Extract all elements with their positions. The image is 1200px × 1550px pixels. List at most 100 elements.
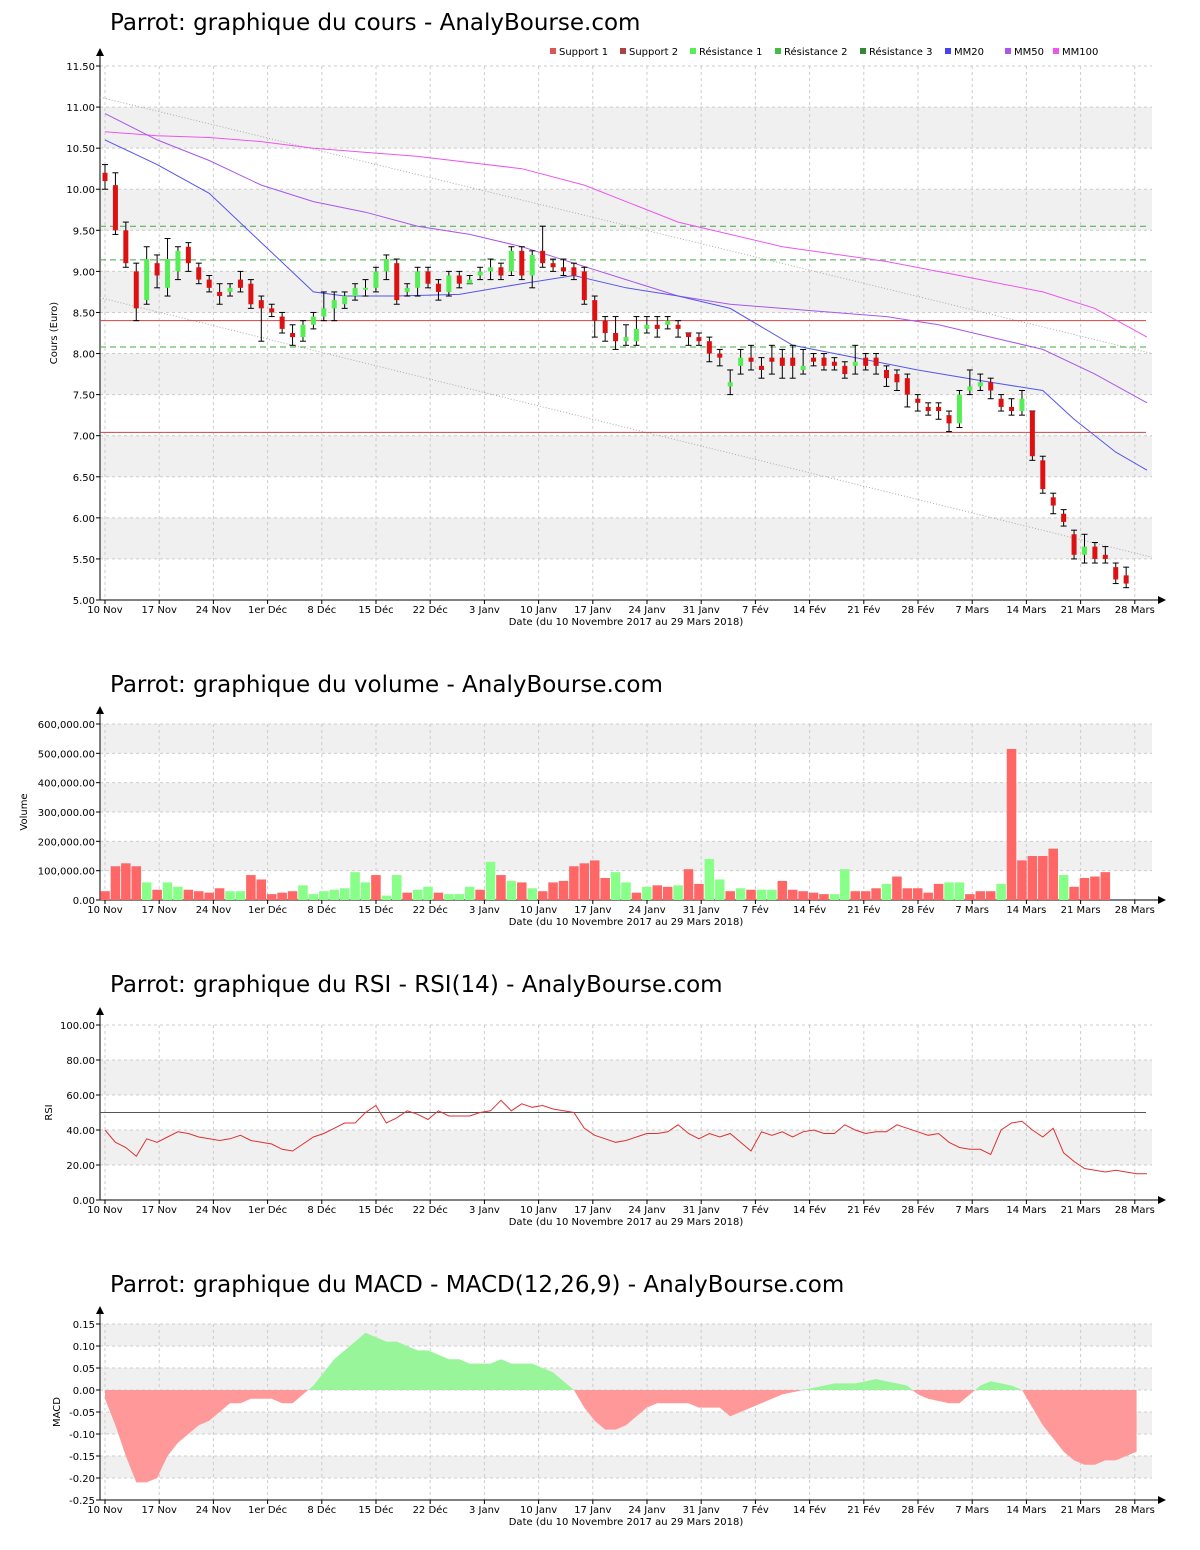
candle-body [540,250,546,264]
volume-x-tick-label: 28 Fév [901,904,934,916]
price-x-tick-label: 10 Nov [87,605,123,616]
volume-bar [412,889,423,900]
rsi-x-tick-label: 28 Mars [1115,1205,1155,1216]
rsi-x-tick-label: 10 Janv [520,1205,557,1216]
candle-body [769,357,775,362]
volume-y-tick-label: 500,000.00 [38,749,95,760]
volume-x-axis-label: Date (du 10 Novembre 2017 au 29 Mars 201… [509,917,744,928]
rsi-x-axis-label: Date (du 10 Novembre 2017 au 29 Mars 201… [509,1217,744,1228]
price-y-tick-label: 9.50 [73,226,95,237]
price-x-tick-label: 1er Déc [248,604,287,616]
volume-x-tick-label: 28 Mars [1115,905,1155,916]
candle-body [102,172,108,182]
macd-x-tick-label: 21 Mars [1061,1505,1101,1516]
candle-body [425,271,431,284]
volume-bar [266,894,277,900]
volume-bar [1100,872,1111,900]
candle-body [237,279,243,288]
candle-body [602,320,608,333]
volume-bar [600,878,610,900]
rsi-x-tick-label: 28 Fév [901,1204,934,1216]
rsi-x-tick-label: 3 Janv [469,1205,500,1216]
candle-body [300,324,306,338]
price-grid-band [100,435,1152,477]
volume-y-tick-label: 300,000.00 [38,808,95,819]
volume-bar [892,876,902,900]
volume-x-axis-arrow [1158,896,1166,904]
macd-y-tick-label: 0.15 [73,1320,95,1331]
legend-label: Support 2 [629,47,678,58]
volume-bar [423,886,433,900]
price-chart-panel: Parrot: graphique du cours - AnalyBourse… [0,0,1200,640]
volume-bar [902,888,913,900]
rsi-x-tick-label: 8 Déc [307,1204,336,1216]
macd-x-tick-label: 28 Fév [901,1504,934,1516]
candle-body [1092,546,1098,559]
macd-x-axis-arrow [1158,1496,1166,1504]
volume-y-tick-label: 200,000.00 [38,837,95,848]
candle-body [1050,497,1056,506]
price-chart: 5.00 5.50 6.00 6.50 7.00 7.50 8.00 8.50 9.00 9.50… [49,46,1166,628]
candle-body [175,250,181,272]
legend-label: Résistance 1 [699,46,762,58]
rsi-x-tick-label: 1er Déc [248,1204,287,1216]
price-grid-band [100,107,1152,149]
volume-bar [569,866,579,900]
macd-x-tick-label: 14 Mars [1006,1505,1046,1516]
volume-x-tick-label: 31 Janv [683,905,720,916]
macd-y-tick-label: 0.05 [73,1364,95,1375]
volume-bar [985,891,996,900]
volume-bar [298,885,308,900]
volume-bar [110,866,121,900]
candle-body [342,296,348,305]
price-x-tick-label: 31 Janv [683,605,720,616]
candle-body [196,267,202,280]
volume-bar [975,891,986,900]
rsi-x-tick-label: 22 Déc [413,1204,448,1216]
legend-swatch [690,48,696,54]
volume-bar [777,880,788,900]
volume-bar [621,882,631,900]
volume-y-tick-label: 100,000.00 [38,867,95,878]
candle-body [227,287,233,292]
candle-body [821,357,827,366]
volume-bar [444,894,454,900]
volume-x-tick-label: 15 Déc [358,904,393,916]
legend-swatch [1005,48,1011,54]
price-x-tick-label: 7 Mars [955,605,989,616]
candle-body [727,382,733,387]
legend-label: MM50 [1014,47,1044,58]
volume-bar [1058,875,1069,900]
volume-bar [1006,748,1017,900]
mm100-line [104,131,1148,338]
candle-body [623,337,629,342]
volume-bar [756,889,767,900]
candle-body [560,267,566,272]
volume-bar [475,889,485,900]
volume-bar [933,883,944,900]
macd-x-tick-label: 21 Fév [847,1504,880,1516]
candle-body [644,324,650,329]
candle-body [946,415,952,424]
volume-bar [454,894,465,900]
volume-grid-band [100,724,1152,754]
price-grid-band [100,271,1152,313]
rsi-x-tick-label: 15 Déc [358,1204,393,1216]
volume-bar [381,895,392,900]
rsi-y-tick-label: 60.00 [66,1091,95,1102]
candle-body [185,246,191,264]
rsi-x-tick-label: 24 Janv [628,1205,665,1216]
volume-bar [725,891,735,900]
rsi-x-tick-label: 17 Janv [574,1205,611,1216]
volume-bar [746,889,756,900]
volume-bar [965,894,975,900]
volume-bar [683,869,694,900]
candle-body [592,300,598,321]
candle-body [1019,398,1025,412]
candle-body [581,271,587,301]
price-y-axis-arrow [96,48,104,56]
volume-bar [162,882,173,900]
volume-bar [287,891,298,900]
volume-x-tick-label: 7 Fév [742,904,769,916]
volume-bar [1090,876,1100,900]
